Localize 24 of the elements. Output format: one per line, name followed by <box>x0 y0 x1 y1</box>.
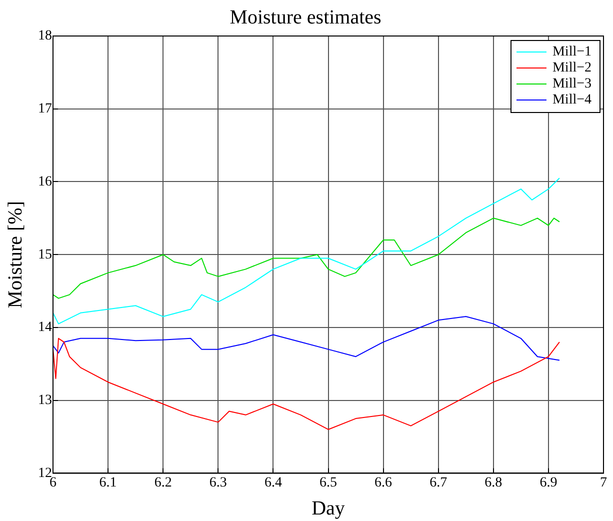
y-tick-label: 17 <box>38 102 52 117</box>
x-tick-label: 6.2 <box>154 475 172 490</box>
legend-label: Mill−3 <box>552 76 592 92</box>
y-tick-label: 13 <box>38 393 52 408</box>
x-tick-label: 6.7 <box>430 475 448 490</box>
x-tick-label: 6.8 <box>484 475 502 490</box>
x-tick-label: 6.9 <box>540 475 558 490</box>
y-tick-label: 18 <box>38 28 52 44</box>
x-tick-label: 6 <box>50 475 56 490</box>
legend-label: Mill−1 <box>552 44 592 60</box>
x-tick-label: 6.3 <box>209 475 227 490</box>
y-tick-label: 15 <box>38 247 52 262</box>
legend-label: Mill−2 <box>552 60 592 76</box>
x-tick-label: 6.1 <box>99 475 117 490</box>
chart-title: Moisture estimates <box>230 6 382 28</box>
legend-label: Mill−4 <box>552 92 592 108</box>
x-tick-label: 6.6 <box>374 475 392 490</box>
y-axis-title: Moisture [%] <box>4 201 26 308</box>
x-tick-label: 6.5 <box>320 475 337 490</box>
y-tick-label: 16 <box>38 174 52 190</box>
x-axis-title: Day <box>312 497 345 520</box>
x-tick-label: 7 <box>600 475 607 490</box>
y-tick-label: 14 <box>38 320 52 336</box>
x-tick-label: 6.4 <box>264 475 282 490</box>
